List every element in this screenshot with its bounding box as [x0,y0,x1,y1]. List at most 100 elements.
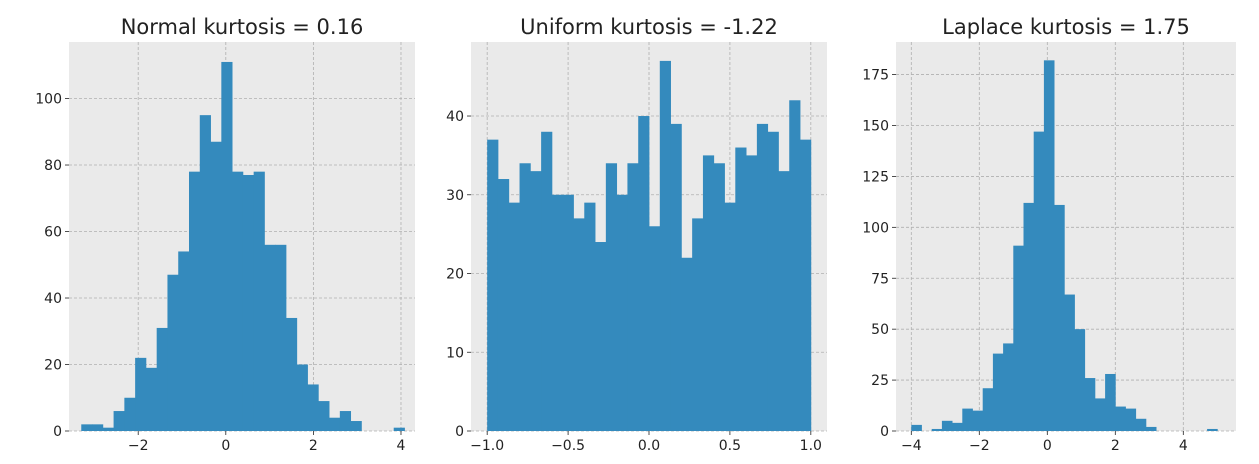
normal-y-tick-label: 40 [44,291,62,307]
uniform-bar [778,171,790,431]
uniform-bar [638,116,650,432]
uniform-bar [702,155,715,432]
normal-bar [318,401,330,431]
laplace-bar [931,428,943,431]
normal-bar [92,424,104,431]
uniform-y-tick-label: 20 [446,267,464,283]
normal-x-tick-label: 4 [397,438,406,454]
normal-y-tick-label: 100 [35,92,62,108]
normal-bar [307,384,319,431]
uniform-x-tick-label: 0.0 [638,438,660,454]
normal-title: Normal kurtosis = 0.16 [121,15,364,39]
normal-bar [81,424,93,431]
uniform-bar [692,218,704,431]
laplace-bar [1023,202,1035,431]
normal-x-tick-label: 2 [309,438,318,454]
normal-bar [199,115,211,432]
laplace-y-tick-label: 125 [862,169,889,185]
uniform-x-tick-label: −1.0 [470,438,504,454]
uniform-bar [681,257,693,431]
normal-bar [329,417,341,431]
uniform-bar [649,226,661,431]
laplace-bar [982,388,994,431]
normal-bar [102,427,114,431]
uniform-bar [767,131,779,431]
laplace-bar [952,422,963,431]
laplace-y-tick-label: 0 [880,424,889,440]
normal-bar [393,427,405,431]
laplace-title: Laplace kurtosis = 1.75 [942,15,1190,39]
uniform-bar [756,123,769,431]
uniform-bar [573,218,585,431]
normal-y-tick-label: 0 [53,424,62,440]
normal-bar [275,244,287,431]
uniform-y-tick-label: 30 [446,188,464,204]
laplace-x-tick-label: −2 [969,438,990,454]
laplace-bar [1043,60,1055,432]
uniform-bar [584,202,596,431]
uniform-bar [541,131,553,431]
normal-bar [156,327,168,431]
uniform-x-tick-label: 1.0 [800,438,822,454]
laplace-x-tick-label: 0 [1043,438,1052,454]
normal-y-tick-label: 60 [44,225,62,241]
laplace-bar [1054,204,1065,431]
normal-bar [178,251,190,431]
uniform-bar [562,194,574,431]
uniform-bar [595,242,607,431]
laplace-bar [1074,329,1086,431]
laplace-bar [972,410,984,431]
uniform-bar [487,139,499,431]
normal-y-tick-label: 80 [44,158,62,174]
laplace-bar [1125,408,1137,431]
normal-bar [113,411,125,431]
laplace-bar [1105,373,1116,431]
laplace-bar [1207,428,1218,431]
uniform-bar [551,194,564,431]
normal-bar [253,171,265,431]
laplace-bar [1084,378,1096,431]
normal-bar [145,367,158,431]
uniform-bar [627,163,639,431]
uniform-bar [530,171,542,431]
normal-bar [167,274,179,431]
normal-bar [296,364,308,431]
uniform-y-tick-label: 40 [446,109,464,125]
laplace-bar [941,420,953,431]
laplace-y-tick-label: 150 [862,119,889,135]
laplace-x-tick-label: −4 [901,438,922,454]
laplace-bar [1013,245,1024,431]
normal-y-tick-label: 20 [44,358,62,374]
uniform-bar [800,139,812,431]
normal-bar [210,141,222,431]
laplace-bar [962,408,973,431]
normal-x-tick-label: 0 [221,438,230,454]
uniform-bar [724,202,736,431]
uniform-bar [519,163,531,431]
uniform-bar [670,123,682,431]
normal-bar [124,397,136,431]
laplace-histogram: −4 −2 0 2 4 0 25 50 75 100 125 150 175 Laplace kurtos… [862,15,1236,454]
uniform-bar [735,147,747,431]
laplace-bar [992,353,1004,431]
normal-bar [350,421,362,431]
laplace-y-tick-label: 25 [871,373,889,389]
uniform-histogram: −1.0 −0.5 0.0 0.5 1.0 0 10 20 30 40 Uniform kurtos… [446,15,827,454]
normal-bar [221,61,233,431]
normal-bar [242,174,255,431]
uniform-bar [713,163,725,431]
laplace-bar [1145,426,1157,431]
uniform-y-tick-label: 10 [446,345,464,361]
laplace-x-tick-label: 4 [1179,438,1188,454]
laplace-bar [1064,294,1075,431]
laplace-bar [1003,343,1014,431]
normal-bar [285,317,298,431]
normal-bar [264,244,276,431]
normal-bar [135,357,147,431]
laplace-bar [1033,131,1045,432]
laplace-bar [911,424,922,431]
uniform-bar [605,163,618,431]
uniform-x-tick-label: −0.5 [551,438,585,454]
